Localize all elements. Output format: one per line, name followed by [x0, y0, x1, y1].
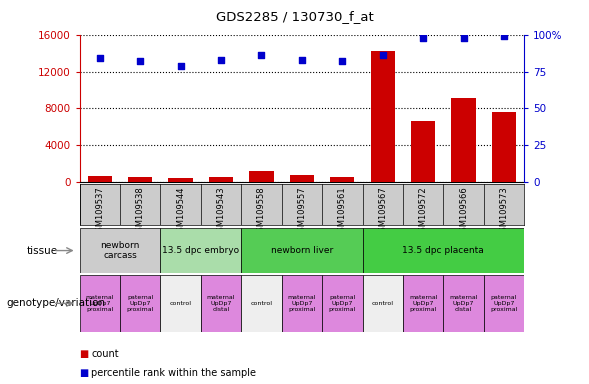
- Text: maternal
UpDp7
distal: maternal UpDp7 distal: [449, 295, 478, 312]
- Bar: [80, 228, 160, 273]
- Text: maternal
UpDp7
proximal: maternal UpDp7 proximal: [287, 295, 316, 312]
- Point: [176, 63, 186, 69]
- Bar: [209, 177, 233, 182]
- Bar: [411, 121, 435, 182]
- Point: [257, 52, 266, 58]
- Text: control: control: [250, 301, 273, 306]
- Bar: [80, 275, 120, 332]
- Point: [297, 56, 307, 63]
- Text: newborn liver: newborn liver: [271, 246, 333, 255]
- Bar: [330, 177, 355, 182]
- Text: maternal
UpDp7
distal: maternal UpDp7 distal: [207, 295, 235, 312]
- Text: 13.5 dpc embryo: 13.5 dpc embryo: [162, 246, 239, 255]
- Text: GSM109543: GSM109543: [217, 186, 226, 237]
- Bar: [168, 179, 193, 182]
- Text: GSM109566: GSM109566: [459, 186, 468, 237]
- Bar: [201, 275, 241, 332]
- Bar: [403, 275, 444, 332]
- Point: [95, 55, 104, 61]
- Bar: [241, 275, 282, 332]
- Bar: [451, 98, 476, 182]
- Text: GSM109561: GSM109561: [337, 186, 347, 237]
- Text: GSM109557: GSM109557: [297, 186, 306, 237]
- Bar: [160, 275, 201, 332]
- Bar: [120, 275, 160, 332]
- Bar: [241, 228, 362, 273]
- Text: maternal
UpDp7
proximal: maternal UpDp7 proximal: [409, 295, 438, 312]
- Bar: [362, 228, 524, 273]
- Text: genotype/variation: genotype/variation: [6, 298, 105, 308]
- Bar: [370, 51, 395, 182]
- Point: [418, 35, 428, 41]
- Point: [216, 56, 226, 63]
- Text: maternal
UpDp7
proximal: maternal UpDp7 proximal: [85, 295, 114, 312]
- Text: GSM109572: GSM109572: [419, 186, 428, 237]
- Text: GSM109558: GSM109558: [257, 186, 266, 237]
- Bar: [160, 228, 241, 273]
- Point: [499, 33, 509, 39]
- Text: paternal
UpDp7
proximal: paternal UpDp7 proximal: [329, 295, 356, 312]
- Bar: [290, 175, 314, 182]
- Bar: [362, 275, 403, 332]
- Text: GSM109537: GSM109537: [95, 186, 104, 237]
- Point: [337, 58, 347, 64]
- Text: ■: ■: [80, 368, 89, 378]
- Bar: [249, 171, 273, 182]
- Bar: [484, 275, 524, 332]
- Text: count: count: [91, 349, 119, 359]
- Bar: [444, 275, 484, 332]
- Point: [378, 52, 388, 58]
- Text: paternal
UpDp7
proximal: paternal UpDp7 proximal: [490, 295, 518, 312]
- Text: control: control: [170, 301, 191, 306]
- Point: [459, 35, 468, 41]
- Text: percentile rank within the sample: percentile rank within the sample: [91, 368, 256, 378]
- Text: paternal
UpDp7
proximal: paternal UpDp7 proximal: [127, 295, 154, 312]
- Text: GSM109573: GSM109573: [499, 186, 508, 237]
- Bar: [88, 176, 112, 182]
- Text: GDS2285 / 130730_f_at: GDS2285 / 130730_f_at: [216, 10, 373, 23]
- Bar: [282, 275, 322, 332]
- Bar: [128, 177, 153, 182]
- Text: ■: ■: [80, 349, 89, 359]
- Text: GSM109567: GSM109567: [378, 186, 387, 237]
- Text: GSM109538: GSM109538: [135, 186, 145, 237]
- Point: [135, 58, 145, 64]
- Text: 13.5 dpc placenta: 13.5 dpc placenta: [402, 246, 484, 255]
- Text: GSM109544: GSM109544: [176, 186, 185, 237]
- Bar: [492, 112, 516, 182]
- Text: tissue: tissue: [27, 245, 58, 256]
- Bar: [322, 275, 362, 332]
- Text: control: control: [372, 301, 393, 306]
- Text: newborn
carcass: newborn carcass: [100, 241, 140, 260]
